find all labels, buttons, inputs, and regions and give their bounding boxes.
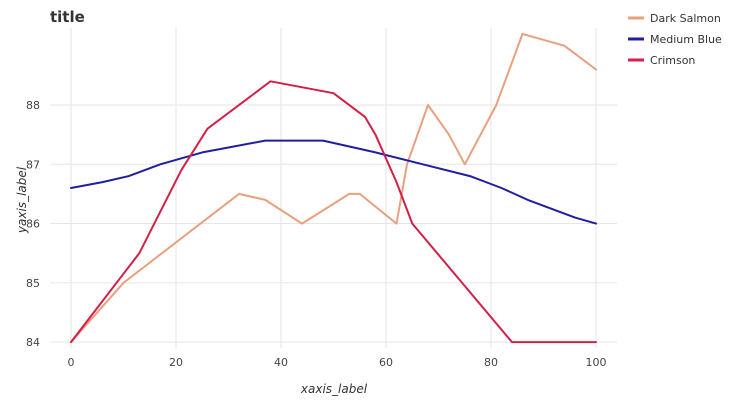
x-tick-label: 20 [169,356,183,369]
legend: Dark Salmon Medium Blue Crimson [628,12,722,67]
legend-label: Crimson [650,54,695,67]
series-line-dark-salmon [70,32,597,344]
series-group [70,32,597,344]
y-axis-title: yaxis_label [15,166,29,234]
x-tick-label: 80 [484,356,498,369]
y-tick-label: 87 [26,158,40,171]
chart-title: title [50,8,85,26]
legend-label: Medium Blue [650,33,722,46]
legend-label: Dark Salmon [650,12,721,25]
x-axis: 0 20 40 60 80 100 [68,356,607,369]
x-tick-label: 0 [68,356,75,369]
x-tick-label: 60 [379,356,393,369]
series-line-medium-blue [70,139,597,225]
y-tick-label: 88 [26,99,40,112]
grid [50,28,617,348]
y-axis: 84 85 86 87 88 [26,99,40,349]
y-tick-label: 85 [26,277,40,290]
x-tick-label: 100 [586,356,607,369]
y-tick-label: 84 [26,336,40,349]
x-axis-title: xaxis_label [300,382,368,396]
series-line-crimson [70,80,597,344]
y-tick-label: 86 [26,218,40,231]
x-tick-label: 40 [274,356,288,369]
